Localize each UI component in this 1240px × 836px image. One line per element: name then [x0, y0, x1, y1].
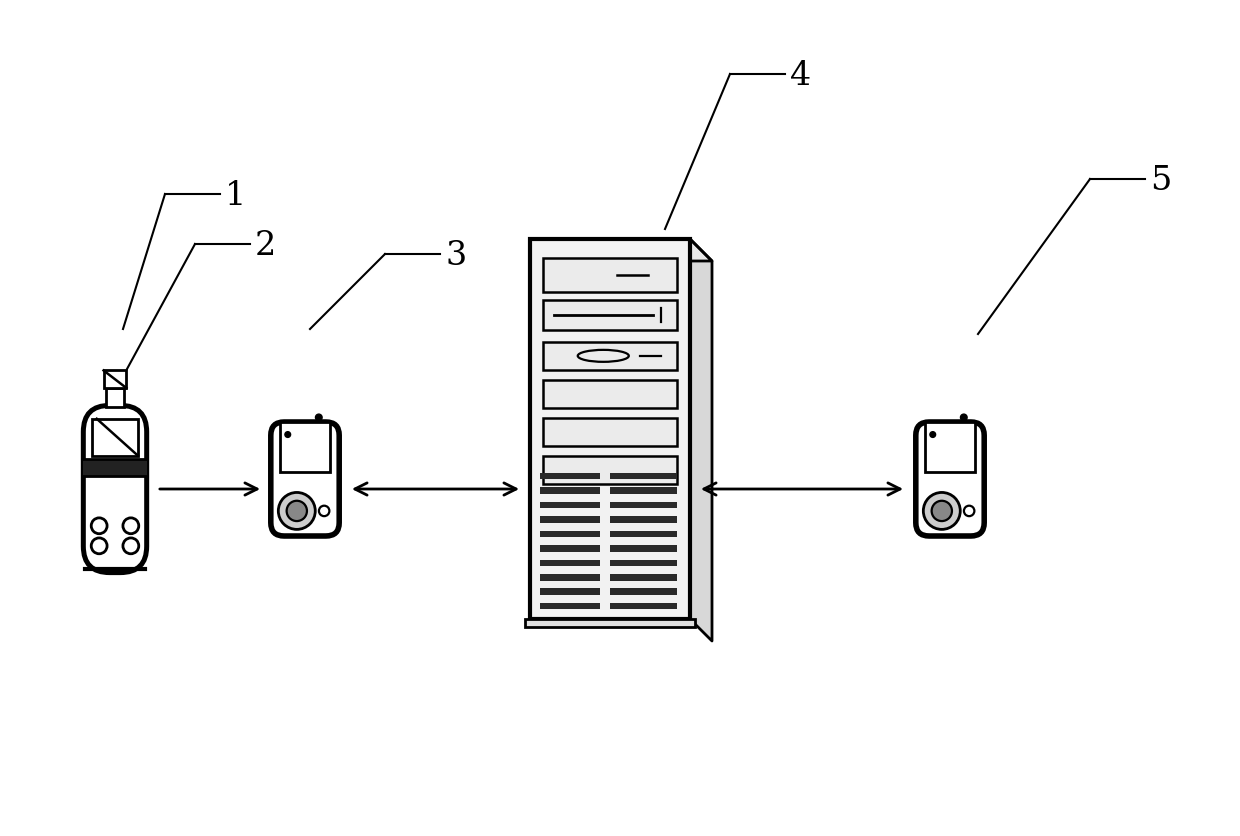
Circle shape: [285, 432, 290, 438]
Bar: [925, 422, 975, 472]
Bar: [543, 300, 677, 331]
Bar: [543, 456, 677, 485]
Ellipse shape: [578, 350, 629, 362]
FancyBboxPatch shape: [83, 406, 146, 573]
Circle shape: [319, 506, 330, 517]
FancyBboxPatch shape: [916, 422, 985, 537]
Bar: [107, 389, 124, 408]
Bar: [539, 574, 600, 581]
Circle shape: [931, 501, 952, 522]
Bar: [539, 545, 600, 552]
Bar: [610, 473, 677, 480]
Bar: [610, 531, 677, 538]
Polygon shape: [529, 240, 712, 262]
Bar: [610, 487, 677, 494]
Bar: [526, 619, 694, 628]
Circle shape: [123, 538, 139, 554]
Circle shape: [963, 506, 975, 517]
Bar: [539, 531, 600, 538]
Bar: [610, 502, 677, 509]
Bar: [543, 342, 677, 370]
Bar: [610, 560, 677, 567]
FancyBboxPatch shape: [270, 422, 340, 537]
Circle shape: [286, 501, 308, 522]
Circle shape: [315, 415, 322, 421]
Text: 2: 2: [255, 230, 277, 262]
Text: 4: 4: [790, 60, 811, 92]
Text: 3: 3: [445, 240, 466, 272]
Bar: [539, 589, 600, 595]
Circle shape: [123, 518, 139, 534]
Bar: [539, 473, 600, 480]
Circle shape: [92, 518, 107, 534]
Circle shape: [92, 538, 107, 554]
Bar: [539, 603, 600, 609]
Bar: [610, 545, 677, 552]
Bar: [83, 459, 146, 476]
Bar: [104, 371, 126, 389]
Circle shape: [278, 493, 315, 530]
Text: 5: 5: [1149, 165, 1172, 196]
Circle shape: [961, 415, 967, 421]
Polygon shape: [689, 240, 712, 641]
Circle shape: [930, 432, 936, 438]
Bar: [610, 589, 677, 595]
Bar: [539, 560, 600, 567]
Bar: [610, 517, 677, 523]
Bar: [543, 418, 677, 446]
Bar: [92, 420, 138, 456]
Bar: [529, 240, 689, 619]
Bar: [539, 517, 600, 523]
Text: 1: 1: [224, 180, 247, 212]
Bar: [539, 487, 600, 494]
Bar: [543, 380, 677, 409]
Bar: [280, 422, 330, 472]
Bar: [610, 603, 677, 609]
Circle shape: [924, 493, 960, 530]
Bar: [539, 502, 600, 509]
Bar: [610, 574, 677, 581]
Bar: [543, 258, 677, 293]
